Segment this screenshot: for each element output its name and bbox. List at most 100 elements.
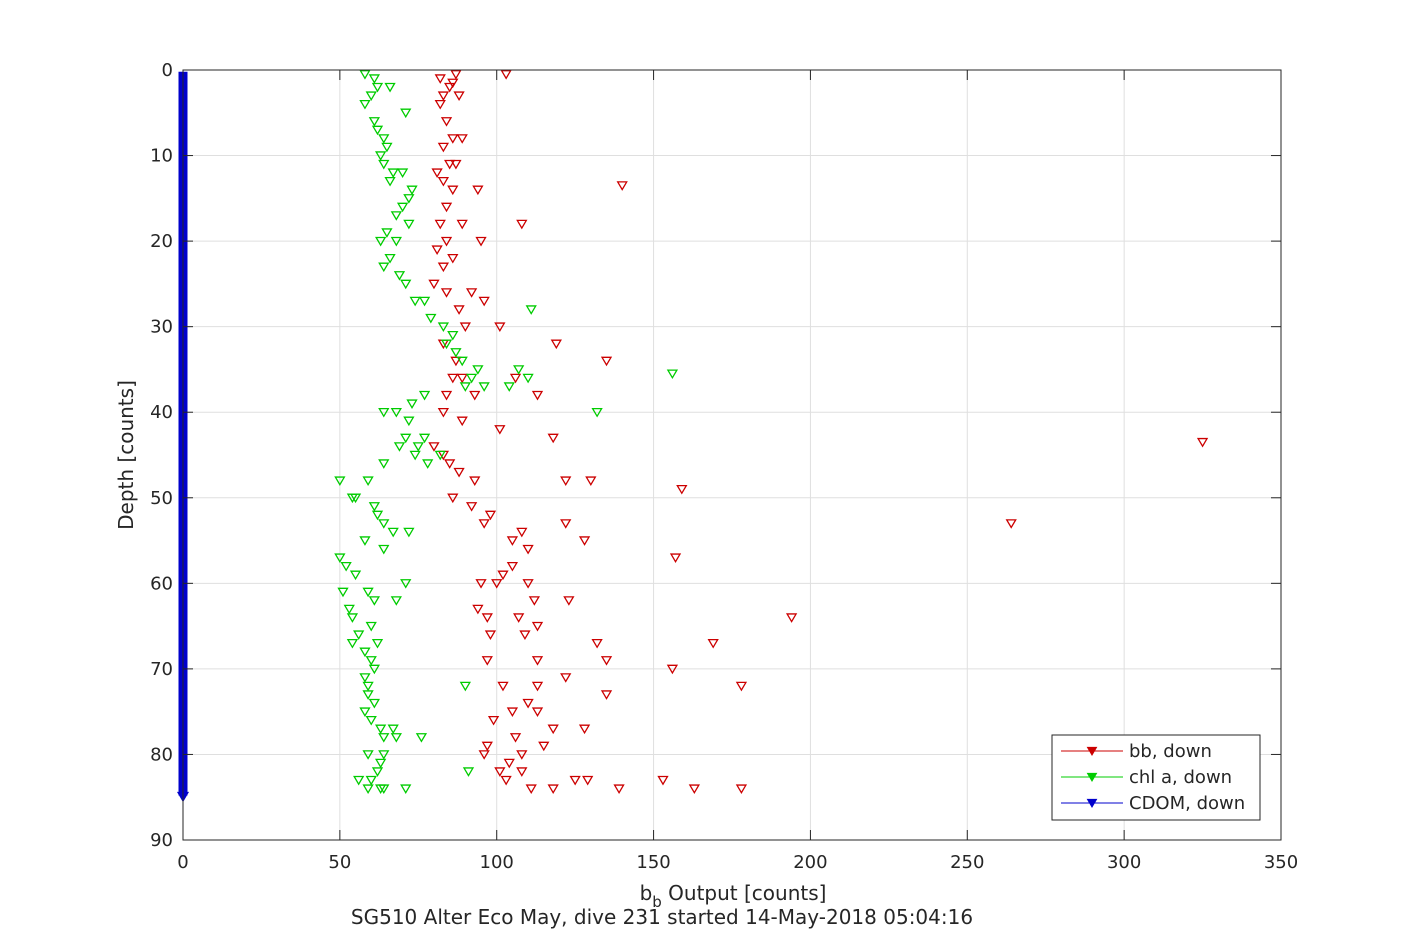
data-point [531,390,544,401]
data-point [403,527,415,538]
y-tick-label: 50 [150,488,173,509]
data-point [465,288,478,298]
data-point [491,579,503,589]
y-tick-label: 60 [150,573,173,594]
data-point [362,587,374,598]
data-point [368,74,381,84]
data-point [403,416,415,427]
y-tick-label: 40 [150,402,173,423]
data-point [375,758,387,769]
data-point [434,99,446,110]
data-point [406,399,418,409]
data-point [616,181,628,191]
data-point [378,134,390,144]
data-point [440,202,453,213]
data-point [453,467,465,478]
data-point [447,134,459,144]
data-point [522,544,534,555]
data-point [569,775,581,786]
x-tick-label: 150 [636,852,670,873]
legend-marker [1086,746,1098,757]
legend: bb, down chl a, down CDOM, down [1051,734,1261,821]
data-point [613,784,625,794]
data-point [406,185,418,196]
data-point [447,253,459,264]
data-point [390,211,402,221]
data-point [440,117,453,127]
data-point [531,656,544,666]
data-point [359,70,371,80]
data-point [525,305,537,315]
data-point [362,750,374,760]
data-point [494,425,506,435]
x-tick-label: 50 [328,852,351,873]
data-point [440,236,453,247]
y-tick-label: 20 [150,231,173,252]
data-point [365,91,377,101]
data-point [378,262,390,273]
data-point [381,142,393,153]
data-point [400,108,412,119]
data-point [362,690,374,700]
data-point [550,339,562,350]
data-point [349,570,362,581]
data-point [403,219,415,230]
data-point [378,784,390,794]
data-point [396,202,409,213]
x-tick-label: 100 [480,852,514,873]
data-point [481,741,493,752]
data-point [393,442,406,452]
data-point [437,322,450,332]
data-point [359,536,371,546]
legend-label: CDOM, down [1129,793,1245,814]
data-point [456,219,468,230]
data-point [707,638,719,649]
data-point [591,407,603,418]
data-point [387,724,399,735]
data-point [371,510,384,521]
data-point [450,70,462,80]
data-point [353,775,365,786]
data-point [578,536,591,546]
data-point [409,296,421,307]
data-point [444,82,456,93]
x-axis-label-rest: Output [counts] [662,881,827,905]
data-point [390,733,402,743]
data-point [475,236,487,247]
y-tick-label: 10 [150,146,173,167]
data-point [469,390,481,401]
legend-marker [1086,798,1098,809]
data-point [434,219,446,230]
data-point [1196,437,1209,448]
data-point [403,194,415,204]
data-point [437,176,450,187]
x-axis-label: bb Output [counts] [640,881,827,911]
data-point [378,407,390,418]
data-point [450,159,462,170]
data-point [396,168,409,178]
data-point [384,253,396,264]
x-tick-label: 300 [1107,852,1141,873]
data-point [371,638,384,649]
data-point [418,433,431,444]
legend-label: bb, down [1129,741,1212,762]
data-point [365,775,377,786]
x-tick-label: 250 [950,852,984,873]
data-point [368,596,381,606]
data-point [378,519,390,529]
data-point [409,450,421,461]
data-point [503,758,515,769]
data-point [503,382,515,392]
data-point [431,245,443,255]
data-point [384,176,396,187]
data-point [340,561,352,572]
data-point [368,502,381,512]
data-point [362,476,374,486]
data-point [459,382,471,392]
plot-frame [182,69,1282,841]
data-point [456,134,468,144]
data-point [500,70,512,80]
data-point [516,527,528,538]
data-point [447,185,459,196]
data-point [450,348,462,358]
